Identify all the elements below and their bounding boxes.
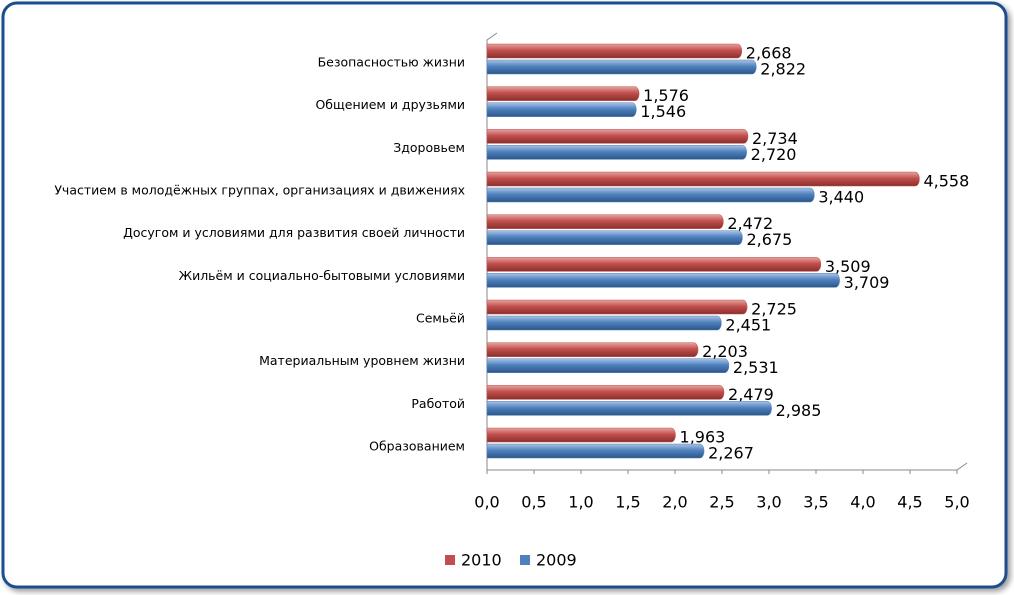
bar [486, 129, 749, 144]
category-label: Материальным уровнем жизни [259, 353, 465, 368]
value-label: 3,509 [825, 257, 871, 276]
legend-label: 2010 [461, 551, 502, 570]
x-tick-label: 4,0 [850, 493, 875, 512]
category-label: Жильём и социально-бытовыми условиями [179, 268, 465, 283]
bar [486, 385, 725, 400]
category-label: Общением и друзьями [315, 97, 465, 112]
value-label: 2,675 [746, 230, 792, 249]
value-label: 2,668 [746, 44, 792, 63]
x-tick-label: 1,0 [568, 493, 593, 512]
value-label: 2,267 [708, 444, 754, 463]
value-label: 1,546 [640, 102, 686, 121]
value-label: 2,720 [751, 145, 797, 164]
bar [486, 443, 705, 459]
x-tick-label: 2,0 [662, 493, 687, 512]
value-label: 2,822 [760, 60, 806, 79]
value-label: 1,576 [643, 86, 689, 105]
bar [486, 342, 699, 357]
value-label: 2,472 [727, 214, 773, 233]
bar [486, 299, 748, 315]
legend-label: 2009 [536, 551, 577, 570]
bar [486, 171, 920, 187]
legend-swatch [445, 555, 455, 565]
x-tick-label: 3,5 [803, 493, 828, 512]
category-label: Досугом и условиями для развития своей л… [123, 225, 465, 240]
bar [486, 214, 724, 229]
value-label: 2,734 [752, 129, 798, 148]
bar [486, 273, 840, 288]
bar [486, 230, 743, 245]
category-label: Здоровьем [393, 140, 465, 155]
category-label: Безопасностью жизни [318, 55, 465, 70]
value-label: 2,479 [728, 385, 774, 404]
value-label: 4,558 [923, 172, 969, 191]
bar [486, 401, 772, 416]
value-label: 2,451 [725, 316, 771, 335]
bar [486, 43, 743, 59]
category-label: Семьёй [416, 311, 465, 326]
bar [486, 257, 822, 272]
bar [486, 187, 815, 203]
value-label: 3,440 [818, 188, 864, 207]
x-tick-label: 0,5 [521, 493, 546, 512]
category-label: Образованием [369, 439, 465, 454]
x-tick-label: 4,5 [897, 493, 922, 512]
x-tick-label: 3,0 [756, 493, 781, 512]
x-tick-label: 5,0 [944, 493, 969, 512]
category-label: Участием в молодёжных группах, организац… [54, 183, 465, 198]
bar [486, 427, 676, 443]
value-label: 2,531 [733, 358, 779, 377]
bar [486, 358, 730, 373]
bar [486, 145, 747, 160]
value-label: 1,963 [680, 428, 726, 447]
legend-swatch [520, 555, 530, 565]
bar [486, 59, 757, 75]
x-tick-label: 2,5 [709, 493, 734, 512]
bar [486, 315, 722, 331]
bar [486, 86, 640, 101]
x-tick-label: 1,5 [615, 493, 640, 512]
category-label: Работой [411, 396, 465, 411]
value-label: 2,985 [776, 401, 822, 420]
value-label: 3,709 [844, 273, 890, 292]
bar [486, 102, 637, 117]
value-label: 2,725 [751, 300, 797, 319]
value-label: 2,203 [702, 342, 748, 361]
x-tick-label: 0,0 [474, 493, 499, 512]
